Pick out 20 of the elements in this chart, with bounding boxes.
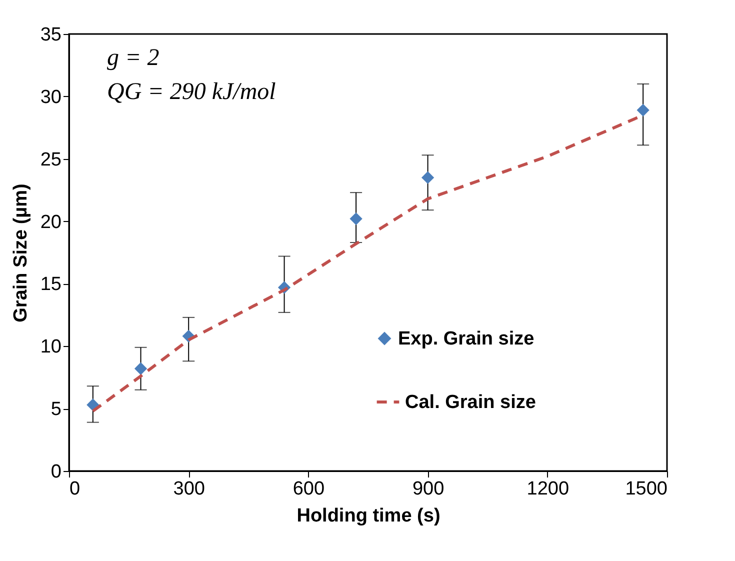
y-tick-label: 0 [50, 462, 62, 482]
annotation: QG = 290 kJ/mol [107, 79, 276, 105]
x-tick-label: 300 [173, 478, 205, 500]
x-tick-label: 0 [70, 478, 80, 500]
y-tick-label: 25 [40, 149, 62, 170]
y-tick-label: 10 [40, 336, 62, 358]
y-tick-label: 15 [40, 274, 62, 296]
annotation: g = 2 [107, 45, 160, 71]
x-tick-label: 1200 [526, 478, 570, 500]
y-axis-title: Grain Size (µm) [10, 184, 32, 322]
y-tick-label: 20 [40, 212, 62, 233]
x-axis-title: Holding time (s) [296, 506, 440, 526]
legend-label: Cal. Grain size [405, 392, 536, 413]
x-tick-label: 1500 [625, 478, 668, 500]
x-tick-label: 600 [292, 478, 325, 500]
x-tick-label: 900 [412, 478, 444, 500]
y-tick-label: 5 [50, 399, 62, 420]
y-tick-label: 35 [40, 24, 62, 46]
legend-label: Exp. Grain size [398, 328, 534, 350]
y-tick-label: 30 [40, 86, 62, 108]
